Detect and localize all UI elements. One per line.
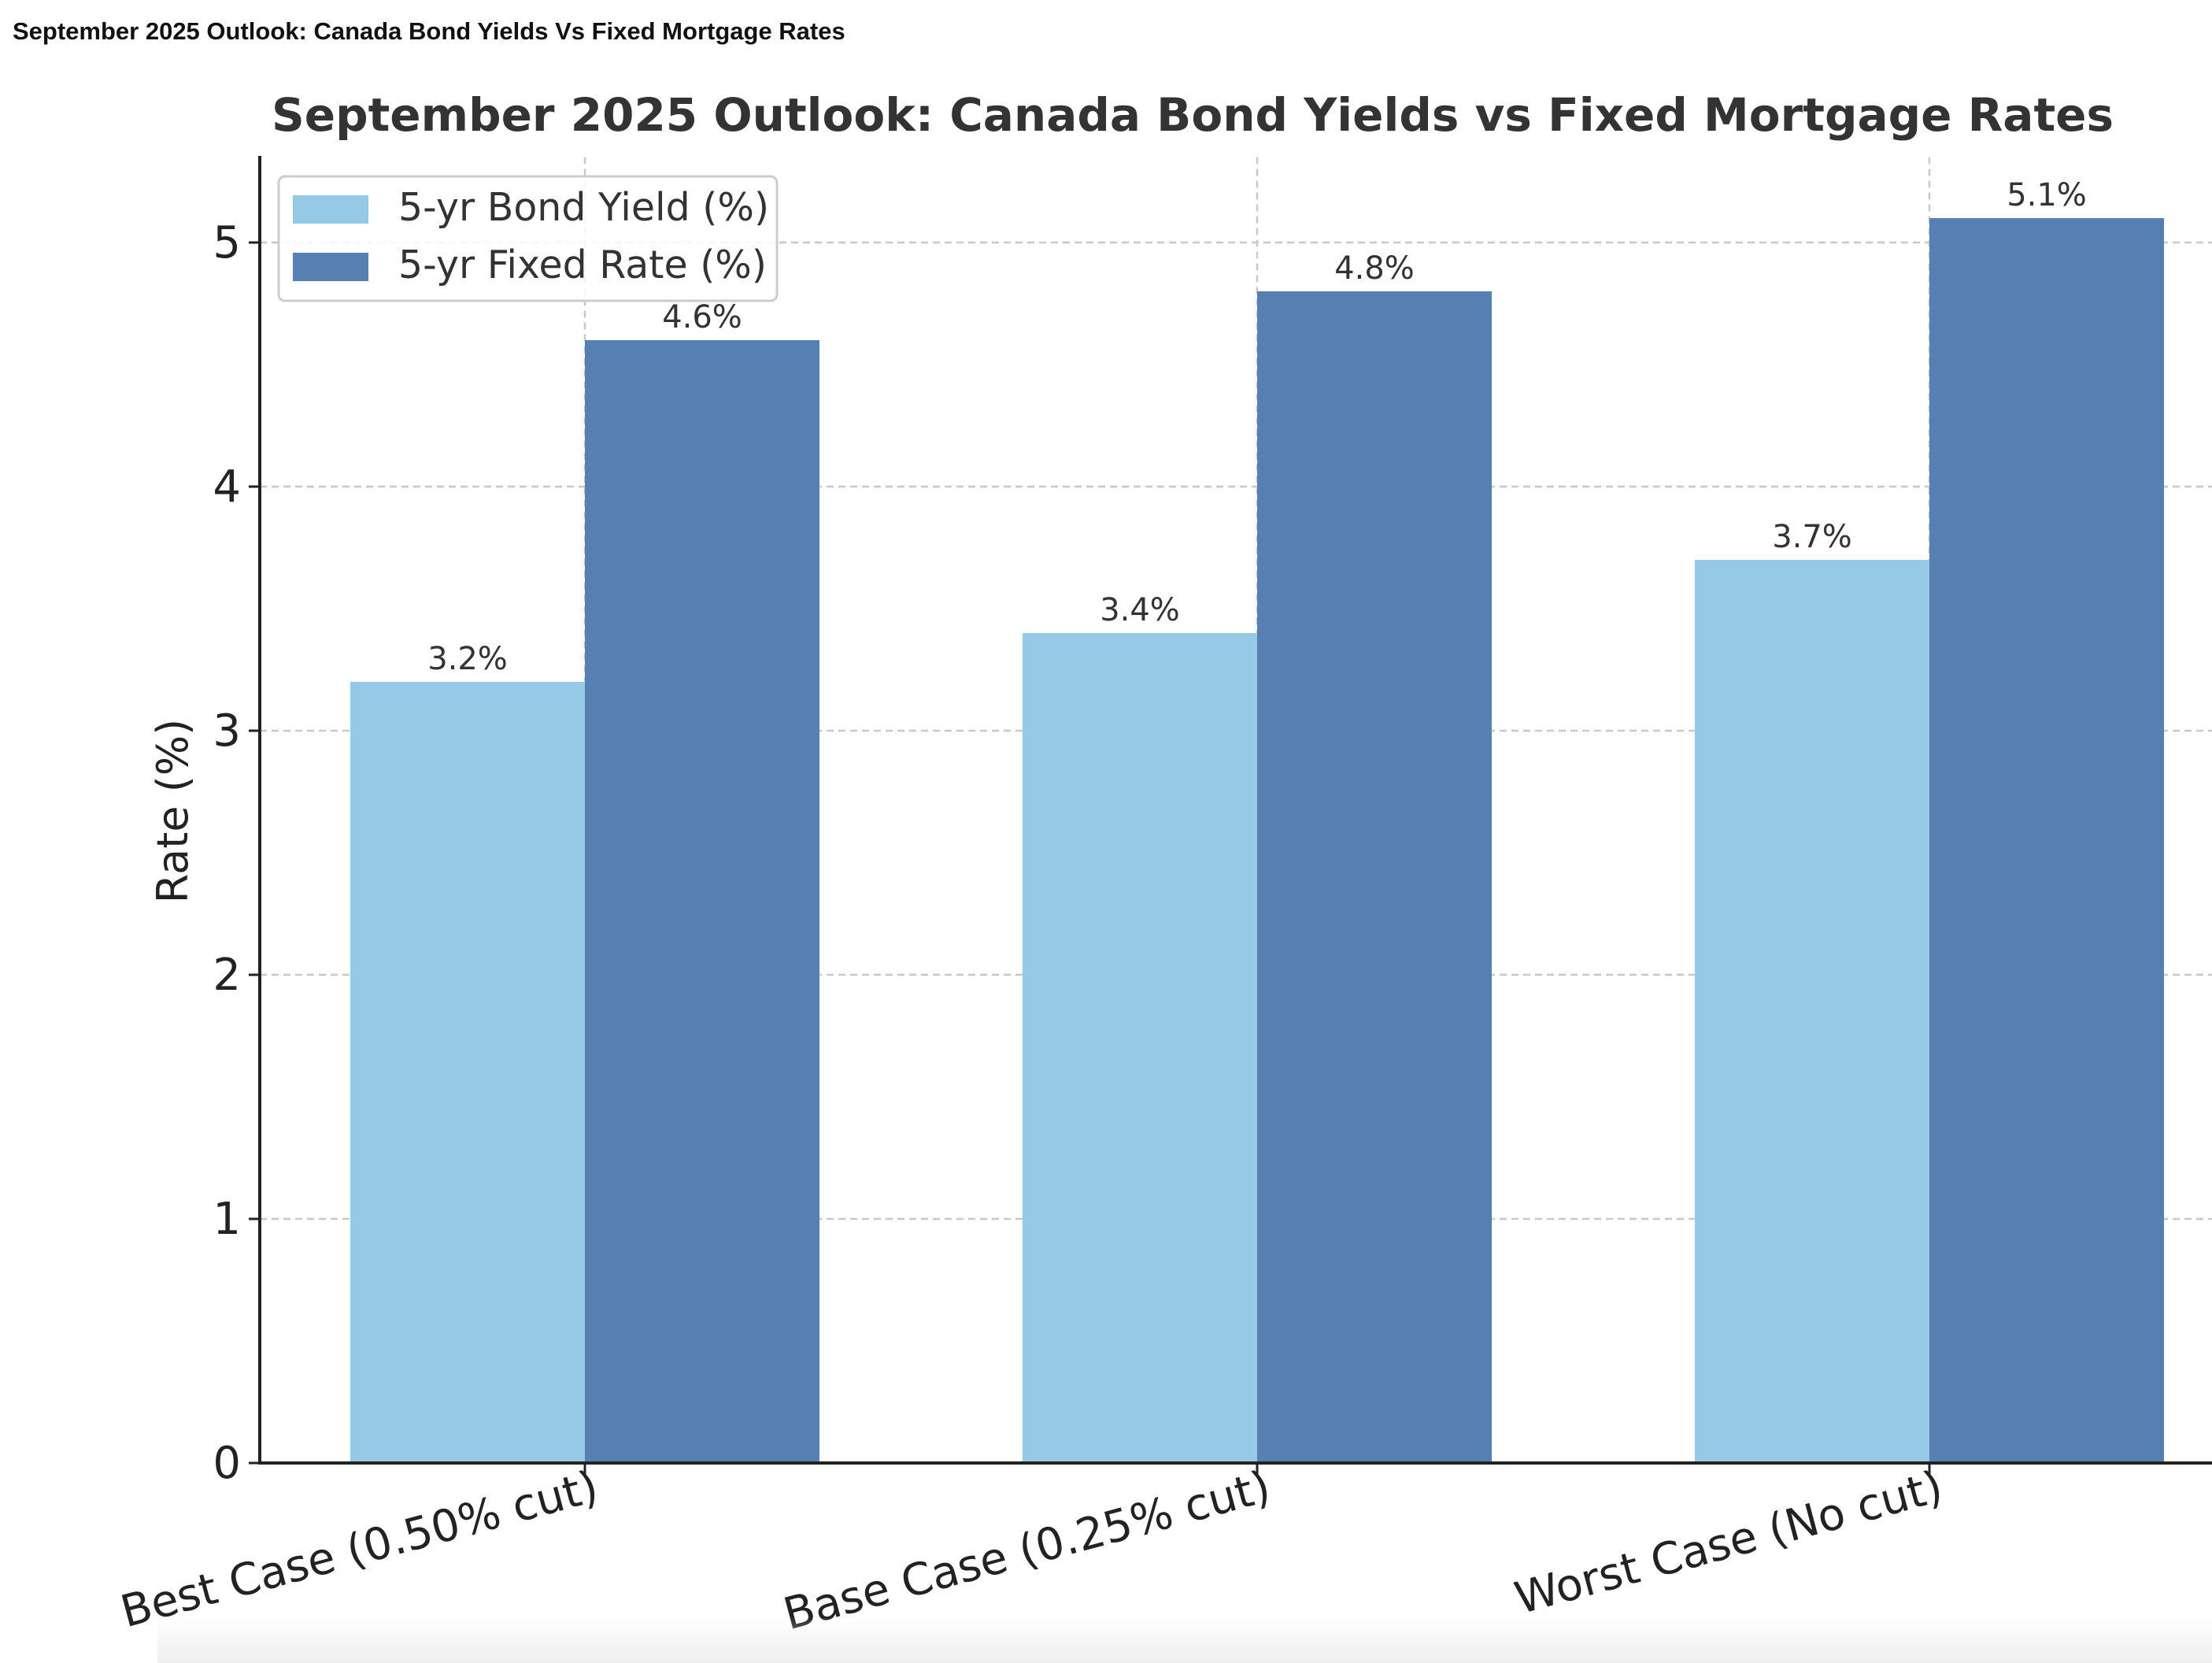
y-tick-label-3: 3 (213, 706, 241, 757)
data-label-series1-3: 3.7% (1772, 519, 1852, 555)
y-tick-label-5: 5 (213, 217, 241, 269)
bar-series1-2 (1023, 633, 1257, 1463)
bar-series2-1 (585, 340, 819, 1463)
legend-label-1: 5-yr Bond Yield (%) (398, 185, 769, 230)
data-labels: 3.2% 3.4% 3.7% 4.6% 4.8% 5.1% (427, 177, 2087, 677)
chart-title: September 2025 Outlook: Canada Bond Yiel… (272, 88, 2114, 142)
x-tick-label-2: Base Case (0.25% cut) (779, 1461, 1276, 1641)
y-axis-label: Rate (%) (148, 719, 198, 903)
y-tick-label-0: 0 (213, 1438, 241, 1489)
y-tick-label-1: 1 (213, 1194, 241, 1245)
bars (350, 218, 2164, 1463)
y-tick-label-4: 4 (213, 461, 241, 513)
legend-swatch-1 (293, 195, 368, 224)
page-caption: September 2025 Outlook: Canada Bond Yiel… (13, 17, 845, 45)
bar-series1-1 (350, 682, 585, 1463)
legend: 5-yr Bond Yield (%) 5-yr Fixed Rate (%) (277, 175, 779, 302)
data-label-series2-1: 4.6% (662, 299, 742, 335)
data-label-series1-1: 3.2% (427, 641, 508, 677)
bar-series2-2 (1257, 291, 1492, 1463)
bar-series2-3 (1929, 218, 2164, 1463)
bar-series1-3 (1695, 560, 1929, 1463)
x-tick-label-3: Worst Case (No cut) (1510, 1461, 1948, 1624)
data-label-series2-3: 5.1% (2007, 177, 2087, 213)
legend-swatch-2 (293, 253, 368, 281)
x-tick-label-1: Best Case (0.50% cut) (116, 1461, 604, 1638)
legend-label-2: 5-yr Fixed Rate (%) (398, 243, 767, 287)
bottom-fade (157, 1616, 2212, 1663)
legend-box (277, 175, 779, 302)
data-label-series2-2: 4.8% (1334, 250, 1415, 287)
y-tick-label-2: 2 (213, 950, 241, 1001)
data-label-series1-2: 3.4% (1100, 592, 1180, 628)
